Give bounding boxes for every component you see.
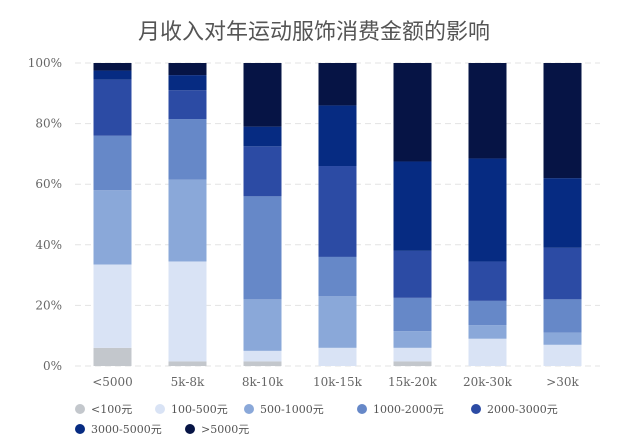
legend-marker	[244, 404, 254, 414]
legend-marker	[357, 404, 367, 414]
bar-segment	[168, 261, 207, 362]
bar-segment	[93, 190, 132, 265]
bar-segment	[93, 264, 132, 348]
legend-label: >5000元	[201, 423, 249, 436]
bar-segment	[543, 63, 582, 179]
legend-marker	[75, 424, 85, 434]
legend-label: 100-500元	[171, 403, 228, 416]
x-tick-label: >30k	[546, 375, 579, 389]
x-tick-label: 5k-8k	[171, 375, 205, 389]
bar-segment	[393, 361, 432, 366]
bar-segment	[543, 344, 582, 366]
legend-marker	[185, 424, 195, 434]
legend-marker	[75, 404, 85, 414]
y-tick-label: 0%	[43, 359, 62, 373]
bar-segment	[93, 79, 132, 136]
legend-label: 500-1000元	[260, 403, 324, 416]
legend-marker	[471, 404, 481, 414]
bar-segment	[393, 347, 432, 362]
bar-segment	[393, 331, 432, 348]
bar-segment	[243, 299, 282, 351]
y-axis-ticks: 0% 20% 40% 60% 80% 100%	[28, 56, 62, 373]
bar-segment	[168, 179, 207, 262]
chart-title: 月收入对年运动服饰消费金额的影响	[137, 20, 490, 45]
x-tick-label: 10k-15k	[313, 375, 363, 389]
bar-segment	[543, 247, 582, 300]
bar-segment	[543, 299, 582, 333]
bar-segment	[468, 300, 507, 326]
bar-segment	[318, 256, 357, 297]
legend-label: 1000-2000元	[373, 403, 444, 416]
bar-segment	[168, 90, 207, 120]
bar-segment	[93, 135, 132, 191]
legend: <100元 100-500元 500-1000元 1000-2000元 2000-300…	[75, 403, 558, 436]
bar-segment	[393, 63, 432, 162]
bar-segment	[393, 250, 432, 298]
bar-segment	[468, 261, 507, 301]
bar-segment	[243, 126, 282, 147]
bar-segment	[243, 146, 282, 197]
y-tick-label: 80%	[35, 117, 62, 131]
x-tick-label: <5000	[92, 375, 133, 389]
bar-segment	[243, 350, 282, 362]
bar-segment	[393, 297, 432, 332]
y-tick-label: 100%	[28, 56, 62, 70]
bar-segment	[93, 63, 132, 71]
y-tick-label: 40%	[35, 238, 62, 252]
bar-segment	[468, 338, 507, 366]
legend-marker	[155, 404, 165, 414]
bar-segment	[543, 178, 582, 248]
bar-segment	[168, 119, 207, 180]
x-tick-label: 20k-30k	[463, 375, 513, 389]
x-tick-label: 8k-10k	[242, 375, 284, 389]
y-tick-label: 20%	[35, 298, 62, 312]
bar-segment	[318, 296, 357, 348]
bar-segment	[168, 75, 207, 91]
legend-label: <100元	[91, 403, 132, 416]
bar-segment	[468, 158, 507, 262]
legend-label: 3000-5000元	[91, 423, 162, 436]
x-tick-label: 15k-20k	[388, 375, 438, 389]
bars	[93, 63, 582, 366]
bar-segment	[93, 347, 132, 366]
bar-segment	[243, 361, 282, 366]
bar-segment	[468, 63, 507, 159]
x-axis-ticks: <5000 5k-8k 8k-10k 10k-15k 15k-20k 20k-30k >30…	[92, 375, 579, 389]
bar-segment	[318, 105, 357, 167]
bar-segment	[393, 161, 432, 251]
bar-segment	[318, 63, 357, 106]
bar-segment	[243, 196, 282, 300]
bar-segment	[468, 325, 507, 339]
bar-segment	[543, 332, 582, 345]
legend-label: 2000-3000元	[487, 403, 558, 416]
bar-segment	[243, 63, 282, 127]
y-tick-label: 60%	[35, 177, 62, 191]
bar-segment	[168, 361, 207, 366]
bar-segment	[318, 347, 357, 366]
bar-segment	[168, 63, 207, 76]
bar-segment	[318, 166, 357, 257]
bar-segment	[93, 70, 132, 80]
